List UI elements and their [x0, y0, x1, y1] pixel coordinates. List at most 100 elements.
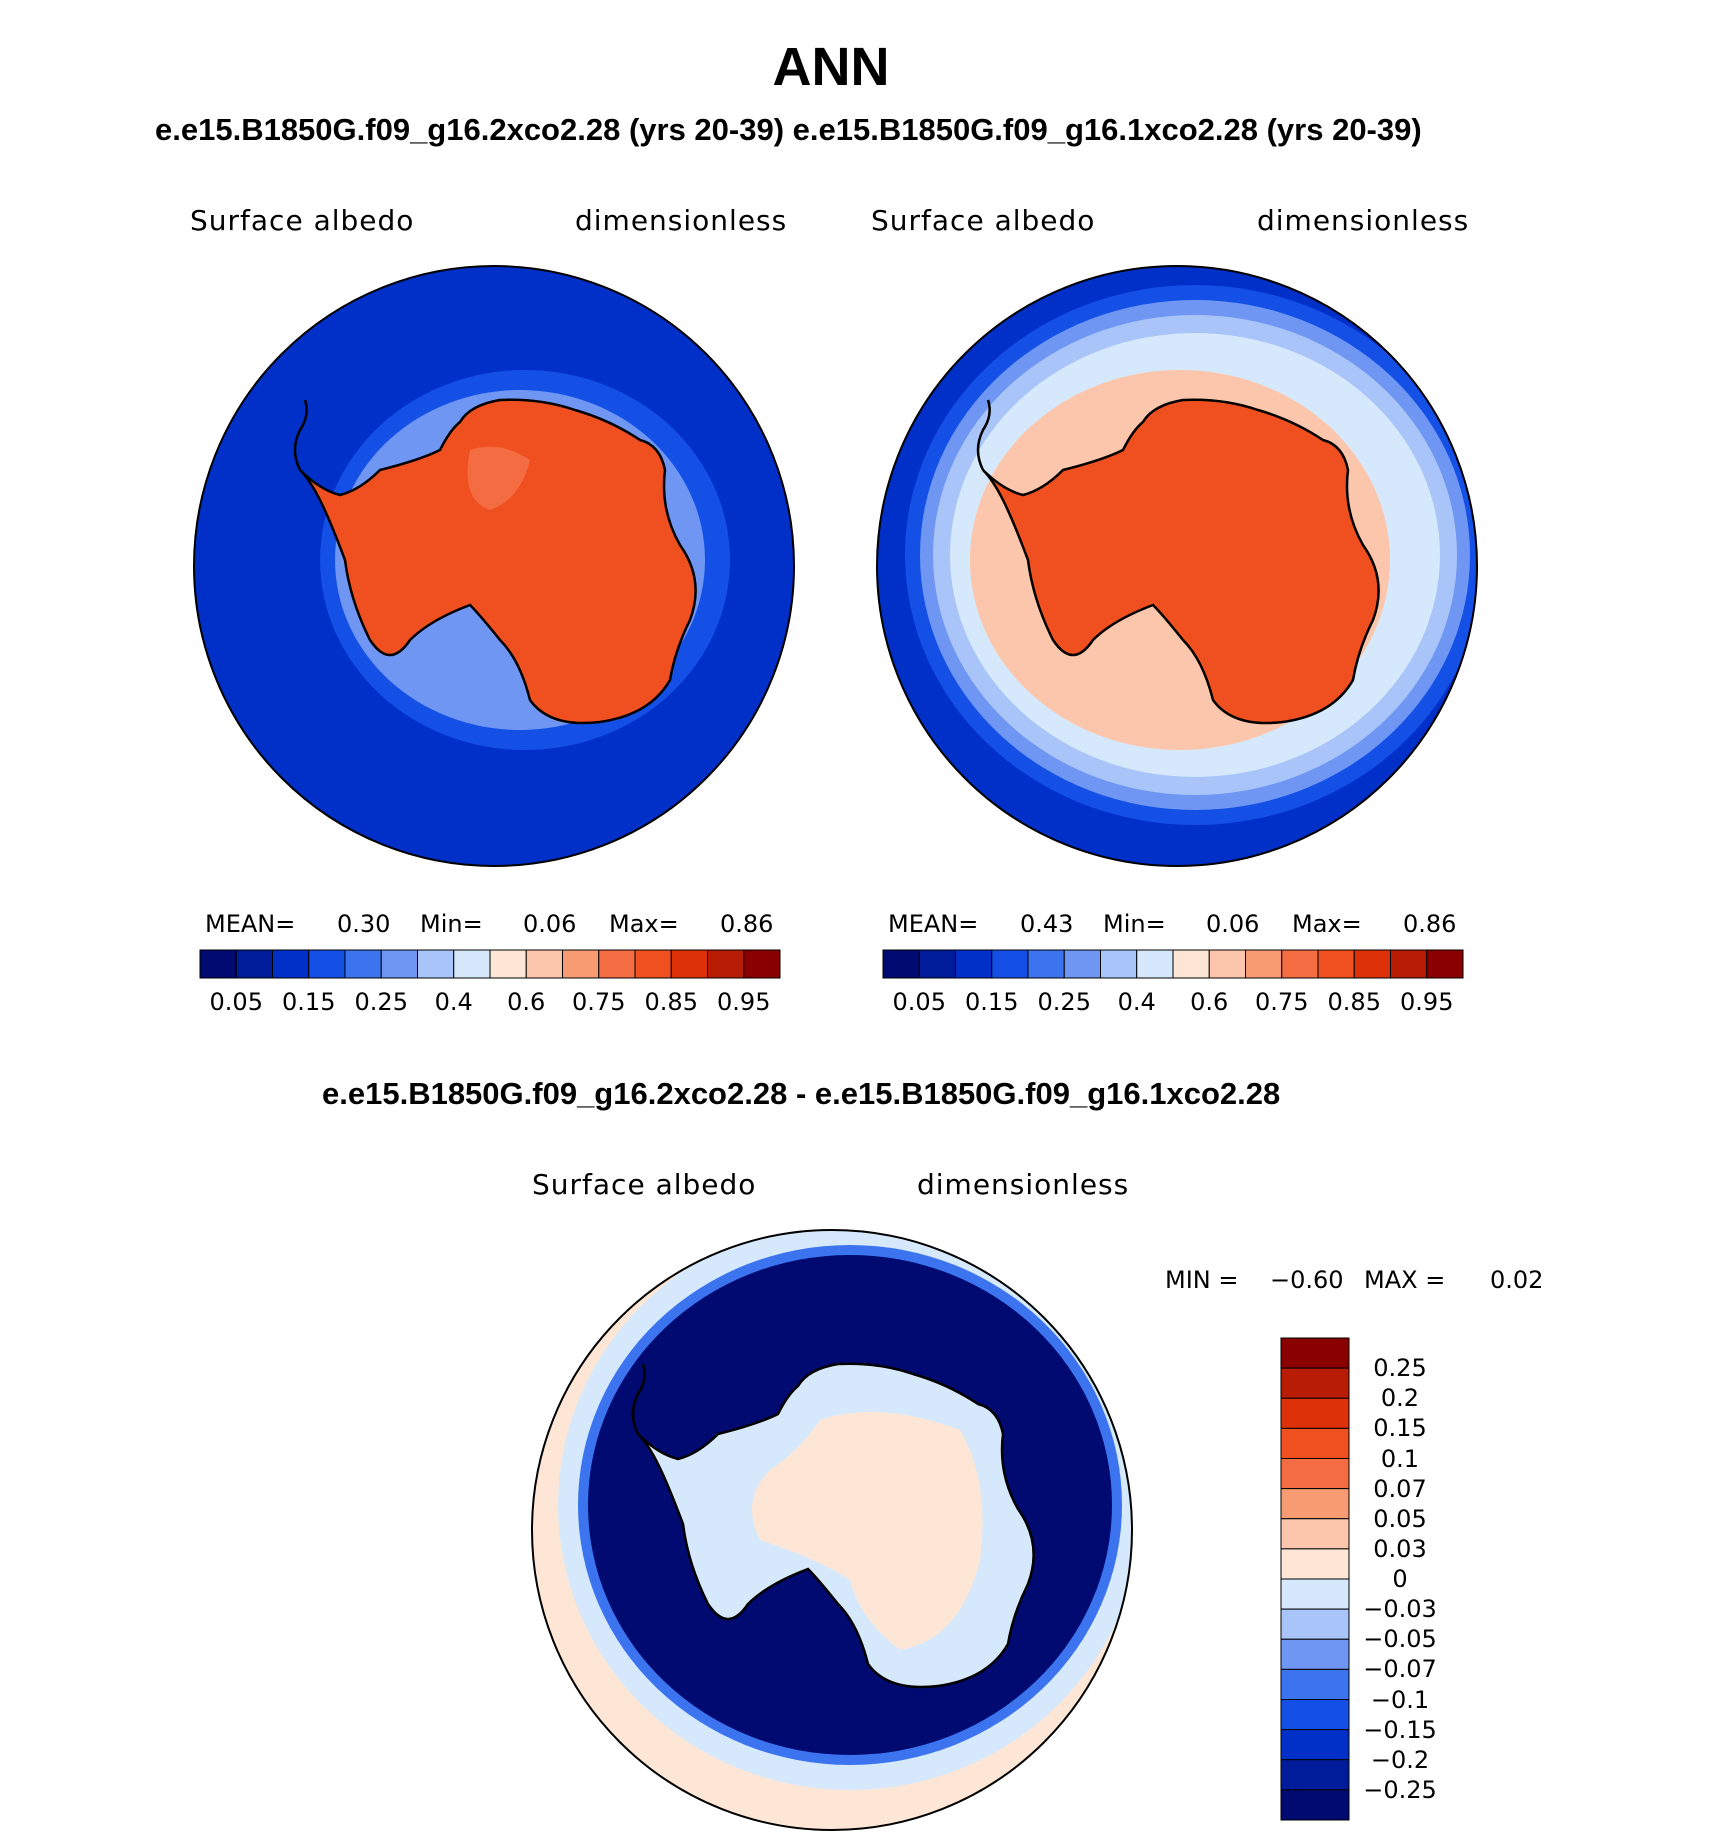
left-colorbar-tick-label: 0.15: [282, 988, 336, 1016]
right-max-label: Max=: [1292, 910, 1362, 938]
left-max-value: 0.86: [720, 910, 774, 938]
left-map-border: [193, 265, 795, 867]
diff-colorbar-swatch: [1280, 1337, 1350, 1369]
right-mean-value: 0.43: [1020, 910, 1074, 938]
left-colorbar-tick-label: 0.95: [717, 988, 771, 1016]
left-antarctica: [299, 398, 697, 725]
right-colorbar-swatch: [1390, 949, 1428, 979]
right-antarctica: [982, 398, 1380, 725]
diff-colorbar-swatch: [1280, 1789, 1350, 1821]
right-colorbar-swatch: [1100, 949, 1138, 979]
left-colorbar-swatch: [489, 949, 527, 979]
diff-min-value: −0.60: [1270, 1266, 1344, 1294]
right-peninsula: [976, 399, 991, 471]
diff-colorbar-swatch: [1280, 1638, 1350, 1670]
diff-colorbar-swatch: [1280, 1668, 1350, 1700]
diff-colorbar-tick-label: 0.1: [1380, 1444, 1420, 1473]
diff-max-label: MAX =: [1364, 1266, 1446, 1294]
left-colorbar-swatch: [308, 949, 346, 979]
left-colorbar-tick-label: 0.4: [434, 988, 473, 1016]
right-colorbar-swatch: [1245, 949, 1283, 979]
diff-colorbar-swatch: [1280, 1608, 1350, 1640]
right-units-label: dimensionless: [1257, 204, 1470, 237]
left-colorbar-swatch: [199, 949, 237, 979]
left-colorbar-tick-label: 0.6: [507, 988, 546, 1016]
diff-map-border: [531, 1229, 1133, 1831]
right-colorbar-tick-label: 0.15: [965, 988, 1019, 1016]
diff-peninsula: [631, 1363, 646, 1435]
figure-title: ANN: [772, 37, 890, 97]
diff-colorbar-tick-label: 0: [1392, 1565, 1408, 1593]
left-mean-value: 0.30: [337, 910, 391, 938]
right-variable-label: Surface albedo: [871, 204, 1096, 237]
diff-colorbar-tick-label: −0.03: [1363, 1595, 1437, 1624]
left-colorbar-tick-label: 0.85: [644, 988, 698, 1016]
left-colorbar-tick-label: 0.25: [354, 988, 408, 1016]
left-colorbar-swatch: [235, 949, 273, 979]
diff-colorbar-tick-label: 0.05: [1373, 1504, 1427, 1533]
diff-colorbar-tick-label: 0.03: [1373, 1534, 1427, 1563]
left-peninsula: [293, 399, 308, 471]
right-colorbar-swatch: [955, 949, 993, 979]
right-max-value: 0.86: [1403, 910, 1457, 938]
diff-min-label: MIN =: [1165, 1266, 1239, 1294]
diff-colorbar-tick-label: −0.15: [1363, 1715, 1437, 1744]
right-colorbar-swatch: [918, 949, 956, 979]
panels-subtitle: e.e15.B1850G.f09_g16.2xco2.28 (yrs 20-39…: [155, 112, 1422, 147]
diff-colorbar-tick-label: −0.05: [1363, 1625, 1437, 1654]
left-colorbar-swatch: [453, 949, 491, 979]
right-colorbar-tick-label: 0.6: [1190, 988, 1229, 1016]
diff-colorbar-swatch: [1280, 1518, 1350, 1550]
left-colorbar: [199, 949, 781, 979]
left-colorbar-swatch: [417, 949, 455, 979]
left-colorbar-swatch: [707, 949, 745, 979]
left-max-label: Max=: [609, 910, 679, 938]
right-colorbar-swatch: [1136, 949, 1174, 979]
left-colorbar-tick-label: 0.05: [209, 988, 263, 1016]
right-polar-map: [877, 266, 1477, 866]
right-colorbar-swatch: [1172, 949, 1210, 979]
left-mean-label: MEAN=: [205, 910, 296, 938]
diff-colorbar-swatch: [1280, 1729, 1350, 1761]
left-colorbar-swatch: [634, 949, 672, 979]
diff-colorbar-swatch: [1280, 1397, 1350, 1429]
right-colorbar-tick-label: 0.85: [1327, 988, 1381, 1016]
right-min-label: Min=: [1103, 910, 1166, 938]
left-variable-label: Surface albedo: [190, 204, 415, 237]
right-colorbar-swatch: [1353, 949, 1391, 979]
diff-colorbar-tick-label: 0.07: [1373, 1474, 1427, 1503]
diff-colorbar-swatch: [1280, 1759, 1350, 1791]
left-min-label: Min=: [420, 910, 483, 938]
right-mean-label: MEAN=: [888, 910, 979, 938]
diff-colorbar-tick-label: −0.2: [1370, 1745, 1430, 1774]
diff-colorbar-tick-label: 0.2: [1380, 1384, 1420, 1413]
right-colorbar-swatch: [1208, 949, 1246, 979]
right-colorbar-swatch: [1281, 949, 1319, 979]
diff-colorbar-tick-label: 0.15: [1373, 1414, 1427, 1443]
diff-colorbar-swatch: [1280, 1427, 1350, 1459]
right-colorbar-tick-label: 0.95: [1400, 988, 1454, 1016]
right-colorbar-swatch: [991, 949, 1029, 979]
diff-colorbar-tick-label: −0.07: [1363, 1655, 1437, 1684]
diff-colorbar-tick-label: 0.25: [1373, 1354, 1427, 1383]
right-colorbar-swatch: [882, 949, 920, 979]
diff-colorbar: [1280, 1337, 1350, 1821]
diff-colorbar-tick-label: −0.1: [1370, 1685, 1430, 1714]
left-colorbar-swatch: [525, 949, 563, 979]
diff-subtitle: e.e15.B1850G.f09_g16.2xco2.28 - e.e15.B1…: [322, 1076, 1281, 1111]
right-colorbar-swatch: [1027, 949, 1065, 979]
diff-variable-label: Surface albedo: [532, 1168, 757, 1201]
right-colorbar-tick-label: 0.05: [892, 988, 946, 1016]
diff-colorbar-swatch: [1280, 1578, 1350, 1610]
left-colorbar-tick-label: 0.75: [572, 988, 626, 1016]
left-min-value: 0.06: [523, 910, 577, 938]
diff-colorbar-swatch: [1280, 1367, 1350, 1399]
right-colorbar-swatch: [1063, 949, 1101, 979]
diff-colorbar-swatch: [1280, 1699, 1350, 1731]
diff-polar-map: [532, 1230, 1132, 1830]
right-colorbar: [882, 949, 1464, 979]
right-colorbar-tick-label: 0.25: [1037, 988, 1091, 1016]
left-colorbar-swatch: [598, 949, 636, 979]
right-colorbar-swatch: [1317, 949, 1355, 979]
